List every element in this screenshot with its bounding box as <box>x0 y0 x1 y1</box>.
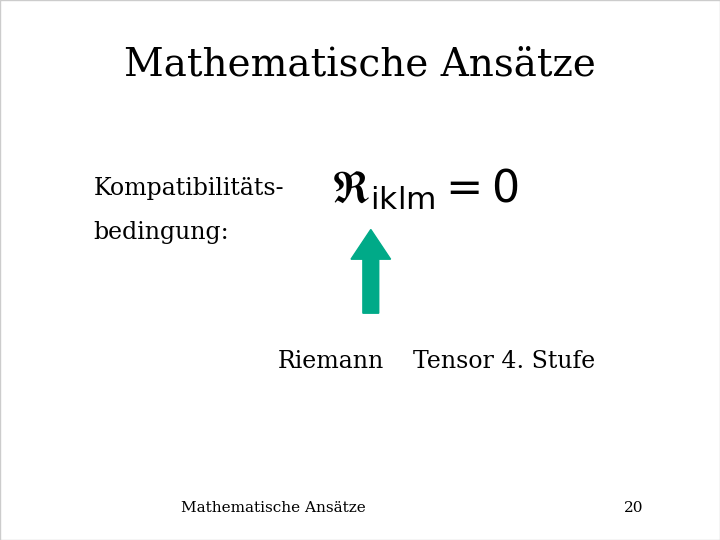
Text: Riemann: Riemann <box>278 350 384 373</box>
Text: bedingung:: bedingung: <box>94 221 229 244</box>
Text: Mathematische Ansätze: Mathematische Ansätze <box>124 46 596 83</box>
Text: 20: 20 <box>624 501 644 515</box>
Text: $\mathfrak{R}_{\mathrm{iklm}} = 0$: $\mathfrak{R}_{\mathrm{iklm}} = 0$ <box>331 166 519 212</box>
Text: Kompatibilitäts-: Kompatibilitäts- <box>94 178 284 200</box>
Text: Mathematische Ansätze: Mathematische Ansätze <box>181 501 366 515</box>
FancyArrow shape <box>351 230 390 313</box>
Text: Tensor 4. Stufe: Tensor 4. Stufe <box>413 350 595 373</box>
